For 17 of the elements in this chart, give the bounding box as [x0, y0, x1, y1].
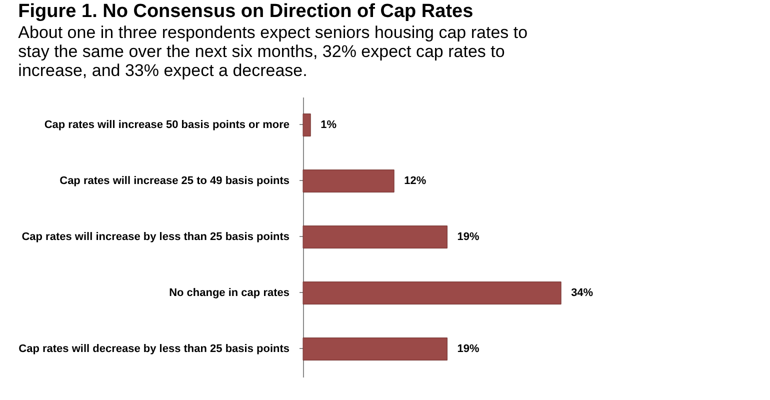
data-label: 19%	[457, 343, 480, 355]
bar	[302, 226, 448, 248]
y-tick-label: Cap rates will decrease by less than 25 basis points	[18, 343, 290, 355]
bar	[302, 170, 394, 192]
data-label: 1%	[320, 119, 337, 131]
bar	[302, 282, 562, 304]
y-tick-label: Cap rates will increase 25 to 49 basis points	[60, 175, 290, 187]
data-label: 12%	[404, 175, 426, 187]
chart-title: Figure 1. No Consensus on Direction of Cap Rates	[18, 1, 474, 22]
y-tick-label: Cap rates will increase 50 basis points or more	[44, 119, 290, 131]
y-tick-label: No change in cap rates	[169, 287, 290, 299]
y-tick-label: Cap rates will increase by less than 25 basis points	[22, 231, 290, 243]
data-label: 19%	[457, 231, 480, 243]
data-label: 34%	[571, 287, 594, 299]
chart-subtitle: About one in three respondents expect seniors housing cap rates to stay the same over the next six months, 32% expect cap rates to increase, and 33% expect a decrease.	[18, 23, 528, 80]
bar	[302, 114, 311, 136]
bar	[302, 338, 448, 360]
